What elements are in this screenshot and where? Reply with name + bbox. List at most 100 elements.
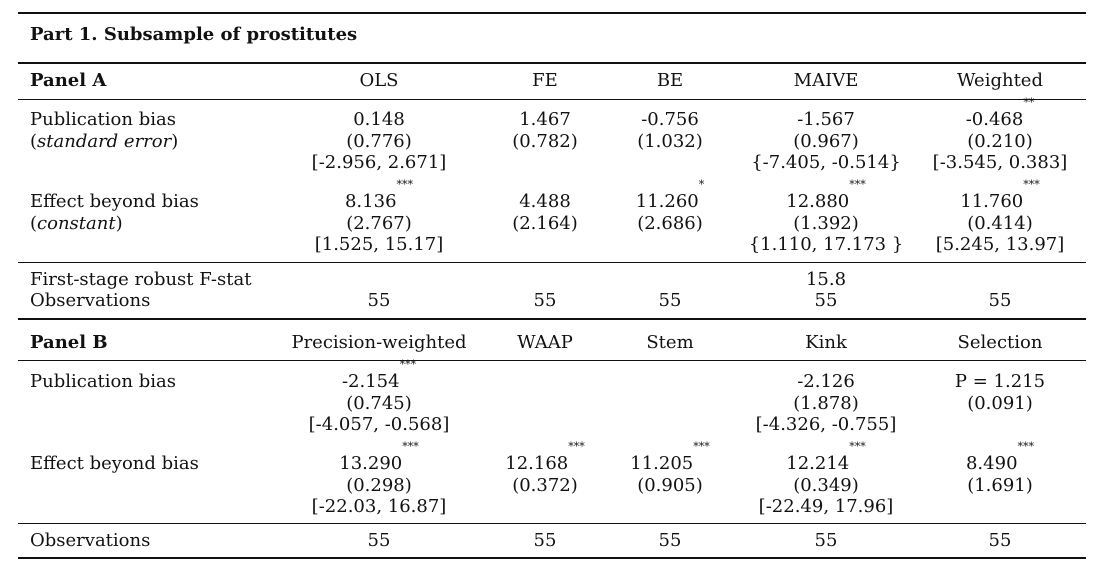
confidence-interval: [-22.03, 16.87] (311, 496, 447, 517)
standard-error: (2.164) (512, 213, 578, 234)
standard-error: (1.392) (793, 213, 859, 234)
column-header-stem: Stem (646, 332, 694, 353)
observations-label: Observations (30, 530, 151, 551)
confidence-interval: [-3.545, 0.383] (932, 152, 1068, 173)
significance-stars: *** (693, 440, 710, 453)
significance-stars: * (698, 178, 705, 191)
row-label-publication-bias: Publication bias (30, 109, 176, 130)
observations-value: 55 (814, 290, 838, 311)
estimate: -1.567 (797, 109, 855, 130)
estimate: 8.490*** (965, 440, 1035, 474)
part-title: Part 1. Subsample of prostitutes (30, 24, 358, 45)
significance-stars: *** (568, 440, 585, 453)
estimate: -0.756 (641, 109, 699, 130)
row-label-effect-beyond-bias: Effect beyond bias (30, 453, 199, 474)
estimate: 11.260* (635, 178, 705, 212)
observations-value: 55 (988, 290, 1012, 311)
sublabel-text: standard error (37, 131, 172, 152)
standard-error: (1.878) (793, 393, 859, 414)
standard-error: (0.905) (637, 475, 703, 496)
standard-error: (0.745) (346, 393, 412, 414)
significance-stars: *** (849, 178, 866, 191)
confidence-interval: [-4.326, -0.755] (755, 414, 897, 435)
row-sublabel-constant: (constant) (30, 213, 123, 234)
confidence-interval: {1.110, 17.173 } (748, 234, 904, 255)
panel-b-obs-rule (18, 523, 1086, 524)
confidence-interval: [1.525, 15.17] (314, 234, 444, 255)
column-header-ols: OLS (359, 70, 399, 91)
confidence-interval: [-4.057, -0.568] (308, 414, 450, 435)
standard-error: (0.091) (967, 393, 1033, 414)
observations-value: 55 (988, 530, 1012, 551)
significance-stars: *** (396, 178, 414, 191)
column-header-kink: Kink (805, 332, 847, 353)
significance-stars: *** (399, 358, 417, 371)
confidence-interval: [5.245, 13.97] (935, 234, 1065, 255)
standard-error: (0.782) (512, 131, 578, 152)
estimate: 12.168*** (505, 440, 585, 474)
confidence-interval: [-22.49, 17.96] (758, 496, 894, 517)
estimate: 0.148 (353, 109, 405, 130)
significance-stars: *** (1023, 178, 1040, 191)
standard-error: (0.414) (967, 213, 1033, 234)
column-header-fe: FE (532, 70, 558, 91)
standard-error: (0.349) (793, 475, 859, 496)
observations-value: 55 (367, 530, 391, 551)
standard-error: (0.372) (512, 475, 578, 496)
observations-value: 55 (367, 290, 391, 311)
estimate: 4.488 (519, 191, 571, 212)
row-sublabel-standard-error: (standard error) (30, 131, 179, 152)
estimate: 1.467 (519, 109, 571, 130)
fstat-label: First-stage robust F-stat (30, 269, 252, 290)
observations-label: Observations (30, 290, 151, 311)
fstat-value: 15.8 (805, 269, 847, 290)
row-label-publication-bias: Publication bias (30, 371, 176, 392)
column-header-weighted: Weighted (957, 70, 1043, 91)
panel-b-header-rule (18, 360, 1086, 361)
estimate: 12.214*** (786, 440, 866, 474)
significance-stars: ** (1023, 96, 1035, 109)
panel-a-header-rule (18, 99, 1086, 100)
column-header-selection: Selection (957, 332, 1043, 353)
standard-error: (1.032) (637, 131, 703, 152)
estimate: P = 1.215 (954, 371, 1046, 392)
standard-error: (1.691) (967, 475, 1033, 496)
panel-a-title: Panel A (30, 70, 107, 91)
estimate: -2.154*** (341, 358, 417, 392)
panel-b-top-rule (18, 318, 1086, 320)
row-label-effect-beyond-bias: Effect beyond bias (30, 191, 199, 212)
significance-stars: *** (849, 440, 866, 453)
significance-stars: *** (1017, 440, 1035, 453)
estimate: -2.126 (797, 371, 855, 392)
observations-value: 55 (658, 290, 682, 311)
column-header-waap: WAAP (517, 332, 573, 353)
standard-error: (0.967) (793, 131, 859, 152)
panel-a-stats-rule (18, 262, 1086, 263)
observations-value: 55 (533, 530, 557, 551)
standard-error: (0.298) (346, 475, 412, 496)
panel-a-top-rule (18, 62, 1086, 64)
column-header-be: BE (656, 70, 684, 91)
column-header-precision-weighted: Precision-weighted (291, 332, 467, 353)
estimate: 12.880*** (786, 178, 866, 212)
column-header-maive: MAIVE (793, 70, 859, 91)
estimate: 13.290*** (339, 440, 419, 474)
estimate: 8.136*** (344, 178, 414, 212)
standard-error: (2.686) (637, 213, 703, 234)
top-rule (18, 12, 1086, 14)
observations-value: 55 (658, 530, 682, 551)
estimate: -0.468** (965, 96, 1035, 130)
panel-b-title: Panel B (30, 332, 108, 353)
standard-error: (0.776) (346, 131, 412, 152)
standard-error: (2.767) (346, 213, 412, 234)
observations-value: 55 (533, 290, 557, 311)
standard-error: (0.210) (967, 131, 1033, 152)
confidence-interval: {-7.405, -0.514} (751, 152, 901, 173)
estimate: 11.760*** (960, 178, 1040, 212)
sublabel-text: constant (37, 213, 116, 234)
confidence-interval: [-2.956, 2.671] (311, 152, 447, 173)
significance-stars: *** (402, 440, 419, 453)
bottom-rule (18, 557, 1086, 559)
estimate: 11.205*** (630, 440, 710, 474)
observations-value: 55 (814, 530, 838, 551)
